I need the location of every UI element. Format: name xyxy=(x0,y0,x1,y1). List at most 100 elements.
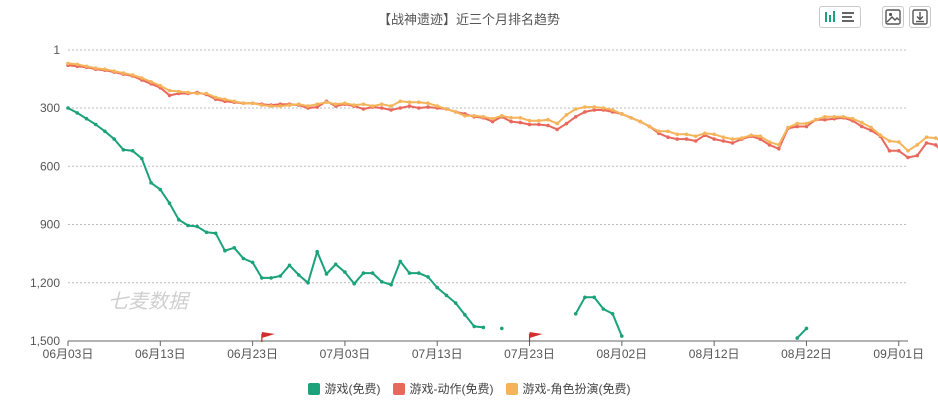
data-point xyxy=(527,122,532,127)
data-point xyxy=(823,117,827,122)
data-point xyxy=(869,125,873,130)
data-point xyxy=(389,108,393,112)
data-point xyxy=(417,106,421,110)
data-point xyxy=(380,102,384,106)
data-point xyxy=(84,116,89,121)
data-point xyxy=(823,115,827,119)
data-point xyxy=(546,123,550,128)
data-point xyxy=(444,293,449,298)
data-point xyxy=(804,121,809,126)
data-point xyxy=(417,271,421,275)
data-point xyxy=(306,104,310,108)
data-point xyxy=(315,105,320,109)
data-point xyxy=(666,135,670,139)
data-point xyxy=(352,103,357,107)
data-point xyxy=(703,131,707,136)
x-tick-label: 06月23日 xyxy=(227,347,278,361)
data-point xyxy=(241,256,246,261)
data-point xyxy=(398,106,403,110)
data-point xyxy=(730,137,735,141)
legend-item[interactable]: 游戏-动作(免费) xyxy=(392,380,494,397)
data-point xyxy=(389,104,393,108)
data-point xyxy=(721,139,726,143)
chart-title: 【战神遗迹】近三个月排名趋势 xyxy=(377,12,560,27)
data-point xyxy=(149,80,153,84)
data-point xyxy=(758,137,763,141)
data-point xyxy=(832,115,836,119)
data-point xyxy=(693,134,698,138)
data-point xyxy=(509,119,513,124)
y-tick-label: 900 xyxy=(40,218,60,232)
data-point xyxy=(140,156,144,161)
data-point xyxy=(453,301,458,305)
y-tick-label: 1,200 xyxy=(30,276,60,290)
data-point xyxy=(333,102,338,106)
data-point xyxy=(426,275,430,279)
data-point xyxy=(177,89,181,94)
data-point xyxy=(712,137,716,141)
data-point xyxy=(592,295,596,300)
series-line xyxy=(67,107,484,329)
download-button[interactable] xyxy=(909,6,931,28)
data-point xyxy=(177,217,181,222)
data-point xyxy=(564,113,569,117)
data-point xyxy=(463,313,467,317)
data-point xyxy=(130,149,135,153)
data-point xyxy=(887,149,892,153)
data-point xyxy=(186,223,190,228)
data-point xyxy=(795,336,799,340)
data-point xyxy=(84,64,89,69)
data-point xyxy=(629,116,633,120)
data-point xyxy=(361,271,366,275)
flag-marker[interactable] xyxy=(261,332,275,342)
legend: 游戏(免费) 游戏-动作(免费) 游戏-角色扮演(免费) xyxy=(0,380,938,397)
data-point xyxy=(887,139,892,143)
data-point xyxy=(767,140,772,144)
data-point xyxy=(66,106,70,110)
data-point xyxy=(278,274,283,278)
data-point xyxy=(573,312,578,316)
data-point xyxy=(509,116,513,120)
legend-item[interactable]: 游戏-角色扮演(免费) xyxy=(505,380,631,397)
y-tick-label: 1 xyxy=(53,43,60,57)
data-point xyxy=(398,259,403,264)
data-point xyxy=(583,295,587,300)
legend-label: 游戏-动作(免费) xyxy=(409,382,494,396)
data-point xyxy=(546,117,550,122)
data-point xyxy=(213,231,218,236)
data-point xyxy=(158,187,163,192)
x-tick-label: 07月13日 xyxy=(412,347,463,361)
data-point xyxy=(324,100,329,104)
chart-view-toggle-button[interactable] xyxy=(819,6,861,28)
data-point xyxy=(140,76,144,80)
data-point xyxy=(620,112,624,116)
save-image-button[interactable] xyxy=(882,6,904,28)
series-1 xyxy=(66,106,809,340)
data-point xyxy=(730,141,735,145)
flag-marker[interactable] xyxy=(528,332,543,342)
data-point xyxy=(684,137,689,141)
data-point xyxy=(103,129,107,134)
x-tick-label: 07月23日 xyxy=(504,347,555,361)
data-point xyxy=(924,135,929,139)
data-point xyxy=(527,118,532,123)
data-point xyxy=(417,100,421,104)
legend-item[interactable]: 游戏(免费) xyxy=(307,380,381,397)
data-point xyxy=(749,133,753,137)
data-point xyxy=(518,120,523,125)
data-point xyxy=(472,114,477,118)
data-point xyxy=(260,276,264,280)
data-point xyxy=(112,137,116,141)
series-line xyxy=(796,327,808,339)
data-point xyxy=(620,334,624,338)
data-point xyxy=(269,276,273,280)
data-point xyxy=(269,104,273,108)
data-point xyxy=(933,136,938,140)
data-point xyxy=(223,248,227,253)
data-point xyxy=(601,106,606,110)
data-point xyxy=(223,97,227,102)
data-point xyxy=(149,181,153,185)
y-tick-label: 1,500 xyxy=(30,334,60,348)
x-tick-label: 06月03日 xyxy=(43,347,94,361)
data-point xyxy=(666,129,670,134)
